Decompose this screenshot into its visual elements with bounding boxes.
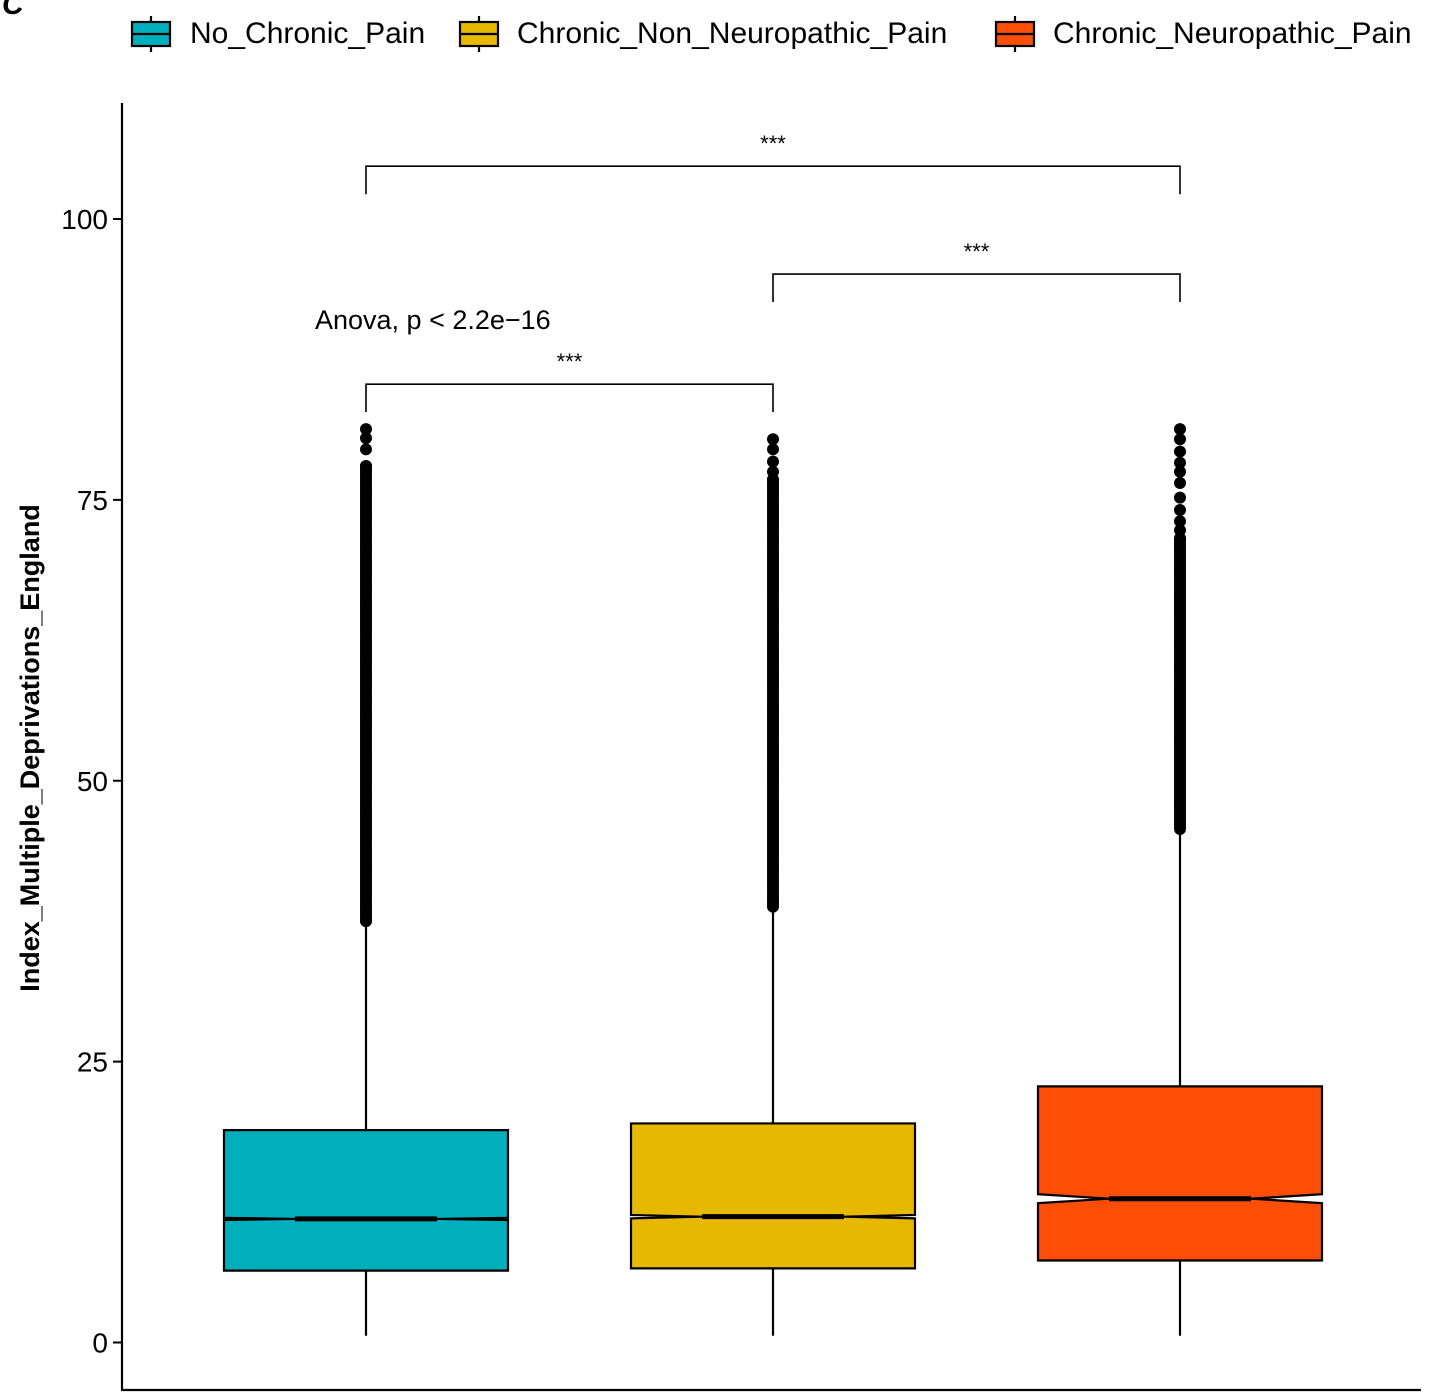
bracket-line: [365, 165, 1181, 195]
legend-item-Chronic_Non_Neuropathic_Pain: Chronic_Non_Neuropathic_Pain: [458, 16, 947, 52]
outlier-point: [1174, 445, 1186, 458]
outlier-point: [360, 443, 372, 456]
significance-label: ***: [760, 131, 786, 156]
outliers: [1174, 423, 1186, 836]
legend-label: Chronic_Neuropathic_Pain: [1053, 17, 1412, 50]
box-No_Chronic_Pain: [222, 423, 510, 1336]
outliers: [360, 423, 372, 928]
outliers: [767, 433, 779, 913]
legend-label: No_Chronic_Pain: [190, 17, 425, 50]
outlier-point: [1174, 524, 1186, 537]
outlier-point: [1174, 503, 1186, 516]
outlier-point: [767, 433, 779, 446]
significance-bracket: ***: [365, 349, 774, 413]
outlier-point: [360, 460, 372, 473]
outlier-point: [767, 443, 779, 456]
significance-bracket: ***: [365, 131, 1181, 195]
axes: 0 25 50 75 100: [61, 103, 1421, 1392]
box-body: [222, 1129, 510, 1272]
significance-bracket: ***: [772, 239, 1181, 303]
outlier-point: [767, 455, 779, 468]
box-body: [629, 1122, 917, 1270]
y-tick-label: 50: [77, 766, 108, 797]
y-tick-label: 100: [61, 204, 108, 235]
box-body: [1036, 1085, 1324, 1262]
anova-label: Anova, p < 2.2e−16: [315, 305, 551, 335]
box-Chronic_Neuropathic_Pain: [1036, 423, 1324, 1336]
outlier-point: [1174, 477, 1186, 490]
y-tick-label: 25: [77, 1047, 108, 1078]
outlier-point: [1174, 456, 1186, 469]
legend: No_Chronic_Pain Chronic_Non_Neuropathic_P…: [130, 16, 1412, 52]
box-Chronic_Non_Neuropathic_Pain: [629, 433, 917, 1336]
significance-label: ***: [557, 349, 583, 374]
significance-label: ***: [964, 239, 990, 264]
panel-label: C: [2, 0, 25, 21]
outlier-point: [360, 432, 372, 445]
outlier-point: [1174, 515, 1186, 528]
legend-item-No_Chronic_Pain: No_Chronic_Pain: [130, 16, 425, 52]
outlier-point: [1174, 491, 1186, 504]
y-axis-title: Index_Multiple_Deprivations_England: [15, 504, 45, 992]
legend-item-Chronic_Neuropathic_Pain: Chronic_Neuropathic_Pain: [994, 16, 1412, 52]
outlier-point: [1174, 433, 1186, 446]
bracket-line: [365, 383, 774, 413]
outlier-point: [1174, 465, 1186, 478]
plot-area: *********Anova, p < 2.2e−16: [222, 131, 1324, 1336]
y-tick-label: 75: [77, 485, 108, 516]
outlier-point: [767, 465, 779, 478]
bracket-line: [772, 273, 1181, 303]
outlier-point: [1174, 423, 1186, 436]
legend-label: Chronic_Non_Neuropathic_Pain: [517, 17, 947, 50]
y-tick-label: 0: [92, 1328, 108, 1359]
outlier-point: [360, 423, 372, 436]
